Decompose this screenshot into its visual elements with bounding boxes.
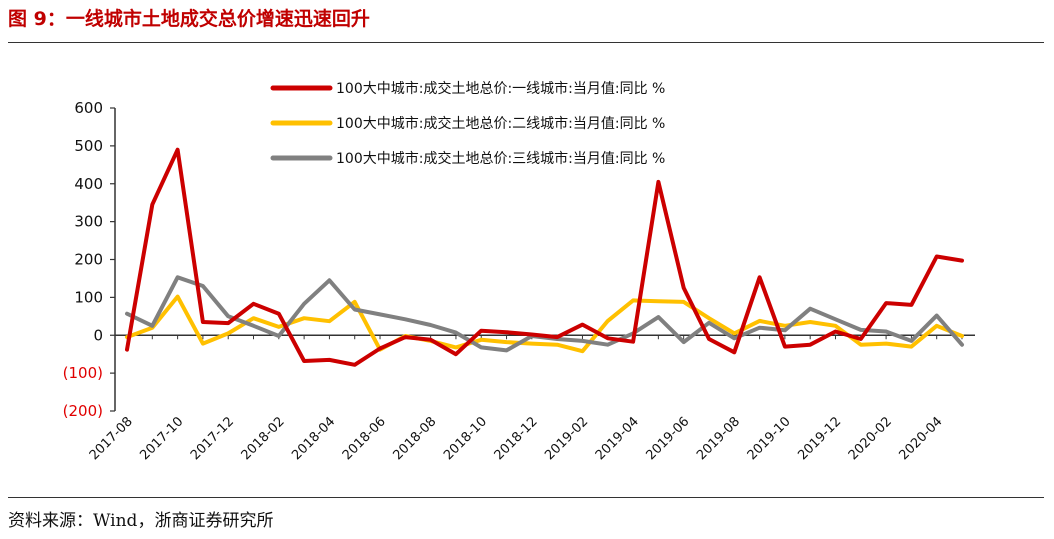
x-tick-label: 2018-10 (441, 414, 490, 463)
y-tick-label: 100 (74, 288, 103, 306)
x-tick-label: 2018-06 (340, 414, 389, 463)
chart-legend: 100大中城市:成交土地总价:一线城市:当月值:同比 % 100大中城市:成交土地… (270, 80, 665, 167)
x-tick-label: 2019-04 (593, 414, 642, 463)
x-tick-label: 2019-08 (694, 414, 743, 463)
x-tick-label: 2018-08 (390, 414, 439, 463)
chart-series (125, 147, 964, 367)
y-tick-label: 200 (74, 251, 103, 269)
top-divider (8, 42, 1044, 43)
legend-label-2: 100大中城市:成交土地总价:二线城市:当月值:同比 % (336, 115, 665, 132)
y-tick-label: (100) (63, 364, 103, 382)
source-note: 资料来源：Wind，浙商证券研究所 (8, 511, 274, 531)
x-tick-label: 2017-08 (87, 414, 136, 463)
x-tick-label: 2019-10 (745, 414, 794, 463)
series-line-2 (125, 294, 964, 354)
x-tick-label: 2019-12 (795, 414, 844, 463)
legend-label-1: 100大中城市:成交土地总价:一线城市:当月值:同比 % (336, 80, 665, 97)
x-tick-label: 2018-02 (239, 414, 288, 463)
series-line-1 (125, 147, 964, 367)
x-tick-label: 2020-02 (846, 414, 895, 463)
x-tick-label: 2018-12 (492, 414, 541, 463)
legend-label-3: 100大中城市:成交土地总价:三线城市:当月值:同比 % (336, 150, 665, 167)
x-tick-label: 2019-06 (643, 414, 692, 463)
y-tick-label: 0 (93, 326, 103, 344)
x-axis-ticks: 2017-08 2017-10 2017-12 2018-02 2018-04 2018-… (87, 335, 963, 463)
y-axis-ticks: (200) (100) 0 100 200 300 400 500 600 (63, 99, 115, 420)
y-tick-label: 500 (74, 137, 103, 155)
y-tick-label: 300 (74, 213, 103, 231)
x-tick-label: 2019-02 (542, 414, 591, 463)
x-tick-label: 2018-04 (289, 414, 338, 463)
series-line-3 (125, 275, 964, 353)
y-tick-label: (200) (63, 402, 103, 420)
x-tick-label: 2020-04 (897, 414, 946, 463)
x-tick-label: 2017-10 (137, 414, 186, 463)
y-tick-label: 600 (74, 99, 103, 117)
bottom-divider (8, 497, 1044, 498)
figure-title: 图 9：一线城市土地成交总价增速迅速回升 (8, 8, 370, 30)
x-tick-label: 2017-12 (188, 414, 237, 463)
y-tick-label: 400 (74, 175, 103, 193)
